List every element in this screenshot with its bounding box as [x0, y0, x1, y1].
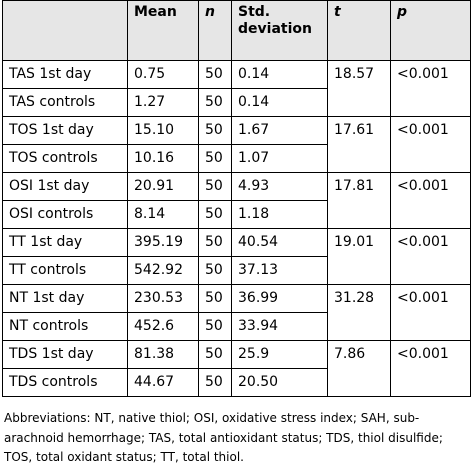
table-row: OSI 1st day 20.91 50 4.93 17.81 <0.001 — [2, 172, 471, 229]
cell: 0.14 — [231, 88, 328, 117]
cell: 50 — [198, 60, 232, 89]
row-label: TOS 1st day — [2, 116, 128, 145]
table-body: TAS 1st day 0.75 50 0.14 18.57 <0.001 TAS cont… — [2, 60, 471, 397]
row-label: NT controls — [2, 312, 128, 341]
row-label: TDS controls — [2, 368, 128, 397]
p-cell: <0.001 — [390, 116, 471, 173]
cell: 50 — [198, 368, 232, 397]
cell: 230.53 — [127, 284, 199, 313]
cell: 395.19 — [127, 228, 199, 257]
cell: 8.14 — [127, 200, 199, 229]
cell: 81.38 — [127, 340, 199, 369]
table-row: TAS 1st day 0.75 50 0.14 18.57 <0.001 — [2, 60, 471, 117]
cell: 50 — [198, 116, 232, 145]
cell: 1.07 — [231, 144, 328, 173]
cell: 4.93 — [231, 172, 328, 201]
table-row: TDS 1st day 81.38 50 25.9 7.86 <0.001 — [2, 340, 471, 397]
header-cell: p — [390, 0, 471, 61]
cell: 10.16 — [127, 144, 199, 173]
data-table: Mean n Std. deviation t p TAS 1st day 0.75 50 0… — [2, 0, 471, 397]
cell: 50 — [198, 340, 232, 369]
header-row: Mean n Std. deviation t p — [2, 0, 471, 61]
row-label: TOS controls — [2, 144, 128, 173]
cell: 50 — [198, 312, 232, 341]
cell: 50 — [198, 88, 232, 117]
footnote: Abbreviations: NT, native thiol; OSI, ox… — [4, 411, 443, 464]
row-label: NT 1st day — [2, 284, 128, 313]
cell: 50 — [198, 172, 232, 201]
cell: 1.67 — [231, 116, 328, 145]
t-cell: 7.86 — [327, 340, 391, 397]
cell: 20.91 — [127, 172, 199, 201]
cell: 44.67 — [127, 368, 199, 397]
cell: 1.27 — [127, 88, 199, 117]
cell: 0.14 — [231, 60, 328, 89]
cell: 33.94 — [231, 312, 328, 341]
p-cell: <0.001 — [390, 340, 471, 397]
row-label: TAS 1st day — [2, 60, 128, 89]
cell: 20.50 — [231, 368, 328, 397]
cell: 50 — [198, 256, 232, 285]
p-cell: <0.001 — [390, 284, 471, 341]
table-row: OSI controls 8.14 50 1.18 — [2, 200, 471, 229]
cell: 37.13 — [231, 256, 328, 285]
table-row: TOS controls 10.16 50 1.07 — [2, 144, 471, 173]
cell: 25.9 — [231, 340, 328, 369]
p-cell: <0.001 — [390, 172, 471, 229]
cell: 50 — [198, 200, 232, 229]
table-row: TT controls 542.92 50 37.13 — [2, 256, 471, 285]
cell: 452.6 — [127, 312, 199, 341]
header-cell: Mean — [127, 0, 199, 61]
cell: 36.99 — [231, 284, 328, 313]
table-row: TOS 1st day 15.10 50 1.67 17.61 <0.001 — [2, 116, 471, 173]
table-row: NT 1st day 230.53 50 36.99 31.28 <0.001 — [2, 284, 471, 341]
cell: 40.54 — [231, 228, 328, 257]
cell: 50 — [198, 144, 232, 173]
table-row: TAS controls 1.27 50 0.14 — [2, 88, 471, 117]
p-cell: <0.001 — [390, 228, 471, 285]
header-cell — [2, 0, 128, 61]
p-cell: <0.001 — [390, 60, 471, 117]
cell: 50 — [198, 284, 232, 313]
row-label: OSI 1st day — [2, 172, 128, 201]
t-cell: 19.01 — [327, 228, 391, 285]
header-cell: t — [327, 0, 391, 61]
t-cell: 18.57 — [327, 60, 391, 117]
row-label: TT controls — [2, 256, 128, 285]
header-cell: n — [198, 0, 232, 61]
cell: 50 — [198, 228, 232, 257]
t-cell: 17.61 — [327, 116, 391, 173]
row-label: TDS 1st day — [2, 340, 128, 369]
cell: 0.75 — [127, 60, 199, 89]
row-label: TAS controls — [2, 88, 128, 117]
row-label: TT 1st day — [2, 228, 128, 257]
table-row: NT controls 452.6 50 33.94 — [2, 312, 471, 341]
cell: 15.10 — [127, 116, 199, 145]
table-row: TT 1st day 395.19 50 40.54 19.01 <0.001 — [2, 228, 471, 285]
t-cell: 17.81 — [327, 172, 391, 229]
t-cell: 31.28 — [327, 284, 391, 341]
table-row: TDS controls 44.67 50 20.50 — [2, 368, 471, 397]
cell: 542.92 — [127, 256, 199, 285]
header-cell: Std. deviation — [231, 0, 328, 61]
cell: 1.18 — [231, 200, 328, 229]
row-label: OSI controls — [2, 200, 128, 229]
